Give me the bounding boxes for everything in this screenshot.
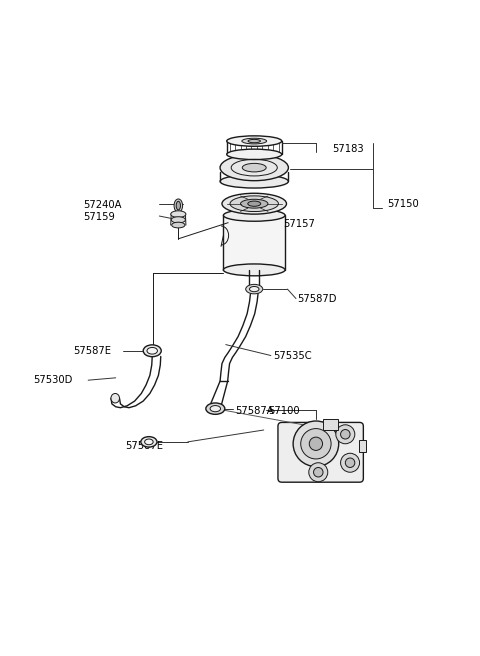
Ellipse shape	[141, 437, 157, 447]
Ellipse shape	[206, 403, 225, 415]
Ellipse shape	[171, 211, 186, 217]
Text: 57159: 57159	[84, 211, 115, 222]
Ellipse shape	[227, 136, 282, 146]
Text: 57530D: 57530D	[34, 375, 73, 385]
Ellipse shape	[246, 284, 263, 294]
Ellipse shape	[223, 264, 285, 276]
Ellipse shape	[250, 287, 259, 292]
Ellipse shape	[174, 199, 182, 213]
Bar	[223, 215, 285, 270]
Text: 57100: 57100	[268, 406, 300, 416]
Ellipse shape	[227, 149, 282, 159]
Ellipse shape	[171, 216, 185, 223]
Ellipse shape	[220, 174, 288, 188]
Text: 57183: 57183	[333, 144, 364, 154]
Text: 57240A: 57240A	[84, 199, 122, 210]
Circle shape	[336, 425, 355, 443]
Circle shape	[309, 437, 323, 451]
Ellipse shape	[222, 194, 287, 214]
FancyBboxPatch shape	[278, 422, 363, 482]
Ellipse shape	[172, 222, 185, 228]
Bar	[323, 419, 338, 430]
Text: 57587D: 57587D	[297, 294, 336, 304]
Text: 57150: 57150	[387, 199, 419, 209]
Ellipse shape	[176, 201, 180, 210]
Circle shape	[293, 421, 339, 466]
Text: 57587E: 57587E	[73, 346, 111, 356]
Ellipse shape	[143, 345, 161, 357]
Bar	[359, 440, 366, 452]
Ellipse shape	[248, 201, 261, 206]
Circle shape	[345, 458, 355, 468]
Ellipse shape	[223, 209, 285, 221]
Ellipse shape	[240, 199, 268, 208]
Ellipse shape	[144, 439, 153, 445]
Text: 57587E: 57587E	[125, 441, 163, 451]
Ellipse shape	[242, 163, 266, 172]
Circle shape	[341, 453, 360, 472]
Ellipse shape	[111, 394, 120, 403]
Circle shape	[301, 428, 331, 459]
Text: 57587A: 57587A	[235, 406, 274, 416]
Circle shape	[313, 468, 323, 477]
Text: 57535C: 57535C	[273, 352, 312, 361]
Text: 57157: 57157	[283, 218, 314, 229]
Ellipse shape	[147, 348, 157, 354]
Circle shape	[309, 462, 328, 482]
Ellipse shape	[242, 138, 266, 144]
Circle shape	[341, 430, 350, 439]
Ellipse shape	[210, 405, 220, 412]
Ellipse shape	[248, 140, 261, 143]
Ellipse shape	[220, 155, 288, 180]
Ellipse shape	[230, 196, 278, 211]
